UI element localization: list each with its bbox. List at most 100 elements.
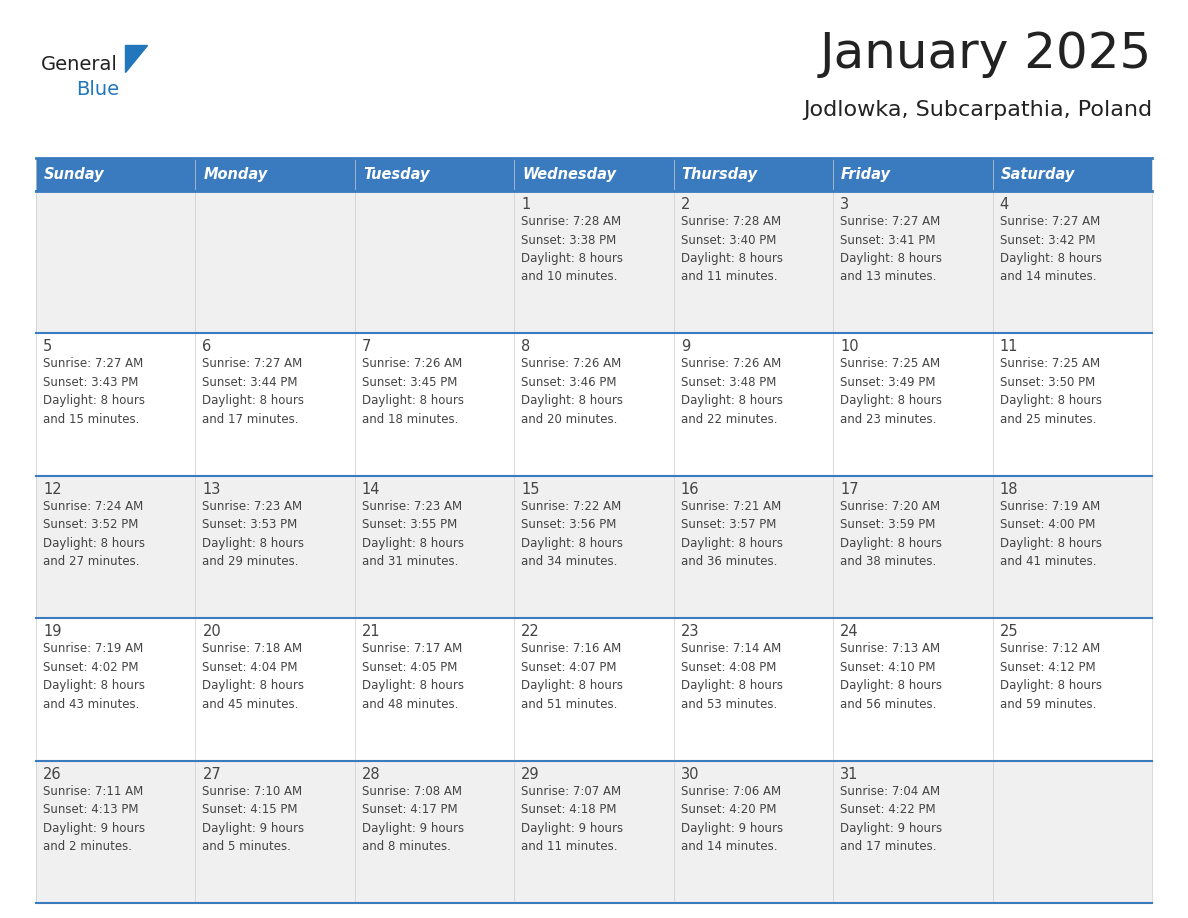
Text: 15: 15 — [522, 482, 539, 497]
Text: 25: 25 — [999, 624, 1018, 639]
Text: Sunrise: 7:14 AM
Sunset: 4:08 PM
Daylight: 8 hours
and 53 minutes.: Sunrise: 7:14 AM Sunset: 4:08 PM Dayligh… — [681, 643, 783, 711]
Text: Sunrise: 7:12 AM
Sunset: 4:12 PM
Daylight: 8 hours
and 59 minutes.: Sunrise: 7:12 AM Sunset: 4:12 PM Dayligh… — [999, 643, 1101, 711]
Bar — [36, 761, 196, 903]
Bar — [674, 476, 833, 618]
Bar — [514, 761, 674, 903]
Text: Sunrise: 7:04 AM
Sunset: 4:22 PM
Daylight: 9 hours
and 17 minutes.: Sunrise: 7:04 AM Sunset: 4:22 PM Dayligh… — [840, 785, 942, 853]
Text: Sunrise: 7:06 AM
Sunset: 4:20 PM
Daylight: 9 hours
and 14 minutes.: Sunrise: 7:06 AM Sunset: 4:20 PM Dayligh… — [681, 785, 783, 853]
Text: Friday: Friday — [841, 167, 891, 182]
Bar — [36, 158, 196, 191]
Text: Sunrise: 7:16 AM
Sunset: 4:07 PM
Daylight: 8 hours
and 51 minutes.: Sunrise: 7:16 AM Sunset: 4:07 PM Dayligh… — [522, 643, 624, 711]
Bar — [196, 191, 355, 333]
Text: 31: 31 — [840, 767, 859, 781]
Bar — [355, 333, 514, 476]
Text: Blue: Blue — [76, 80, 119, 99]
Bar — [992, 761, 1152, 903]
Text: 19: 19 — [43, 624, 62, 639]
Text: 23: 23 — [681, 624, 700, 639]
Text: Jodlowka, Subcarpathia, Poland: Jodlowka, Subcarpathia, Poland — [803, 100, 1152, 120]
Text: Sunrise: 7:27 AM
Sunset: 3:44 PM
Daylight: 8 hours
and 17 minutes.: Sunrise: 7:27 AM Sunset: 3:44 PM Dayligh… — [202, 357, 304, 426]
Bar — [674, 618, 833, 761]
Bar — [514, 191, 674, 333]
Text: Sunrise: 7:28 AM
Sunset: 3:38 PM
Daylight: 8 hours
and 10 minutes.: Sunrise: 7:28 AM Sunset: 3:38 PM Dayligh… — [522, 215, 624, 284]
Text: 12: 12 — [43, 482, 62, 497]
Text: 11: 11 — [999, 340, 1018, 354]
Text: 20: 20 — [202, 624, 221, 639]
Text: Sunrise: 7:26 AM
Sunset: 3:45 PM
Daylight: 8 hours
and 18 minutes.: Sunrise: 7:26 AM Sunset: 3:45 PM Dayligh… — [362, 357, 463, 426]
Bar — [674, 158, 833, 191]
Text: 7: 7 — [362, 340, 371, 354]
Text: Sunrise: 7:23 AM
Sunset: 3:55 PM
Daylight: 8 hours
and 31 minutes.: Sunrise: 7:23 AM Sunset: 3:55 PM Dayligh… — [362, 499, 463, 568]
Text: Sunrise: 7:26 AM
Sunset: 3:46 PM
Daylight: 8 hours
and 20 minutes.: Sunrise: 7:26 AM Sunset: 3:46 PM Dayligh… — [522, 357, 624, 426]
Bar — [833, 761, 992, 903]
Bar — [355, 476, 514, 618]
Bar — [833, 333, 992, 476]
Text: Sunrise: 7:28 AM
Sunset: 3:40 PM
Daylight: 8 hours
and 11 minutes.: Sunrise: 7:28 AM Sunset: 3:40 PM Dayligh… — [681, 215, 783, 284]
Bar — [355, 761, 514, 903]
Text: Sunrise: 7:25 AM
Sunset: 3:50 PM
Daylight: 8 hours
and 25 minutes.: Sunrise: 7:25 AM Sunset: 3:50 PM Dayligh… — [999, 357, 1101, 426]
Bar — [833, 476, 992, 618]
Text: Sunrise: 7:20 AM
Sunset: 3:59 PM
Daylight: 8 hours
and 38 minutes.: Sunrise: 7:20 AM Sunset: 3:59 PM Dayligh… — [840, 499, 942, 568]
Bar — [196, 158, 355, 191]
Text: Sunrise: 7:17 AM
Sunset: 4:05 PM
Daylight: 8 hours
and 48 minutes.: Sunrise: 7:17 AM Sunset: 4:05 PM Dayligh… — [362, 643, 463, 711]
Text: Sunrise: 7:11 AM
Sunset: 4:13 PM
Daylight: 9 hours
and 2 minutes.: Sunrise: 7:11 AM Sunset: 4:13 PM Dayligh… — [43, 785, 145, 853]
Bar — [674, 761, 833, 903]
Text: Thursday: Thursday — [682, 167, 758, 182]
Text: 29: 29 — [522, 767, 539, 781]
Bar — [355, 191, 514, 333]
Text: Sunrise: 7:13 AM
Sunset: 4:10 PM
Daylight: 8 hours
and 56 minutes.: Sunrise: 7:13 AM Sunset: 4:10 PM Dayligh… — [840, 643, 942, 711]
Text: 13: 13 — [202, 482, 221, 497]
Bar — [992, 618, 1152, 761]
Text: 10: 10 — [840, 340, 859, 354]
Bar — [674, 191, 833, 333]
Bar — [196, 618, 355, 761]
Bar — [514, 476, 674, 618]
Text: 4: 4 — [999, 197, 1009, 212]
Text: 6: 6 — [202, 340, 211, 354]
Text: Sunrise: 7:27 AM
Sunset: 3:41 PM
Daylight: 8 hours
and 13 minutes.: Sunrise: 7:27 AM Sunset: 3:41 PM Dayligh… — [840, 215, 942, 284]
Text: January 2025: January 2025 — [820, 30, 1152, 78]
Text: 14: 14 — [362, 482, 380, 497]
Bar — [833, 618, 992, 761]
Polygon shape — [125, 45, 147, 72]
Text: 28: 28 — [362, 767, 380, 781]
Bar — [514, 333, 674, 476]
Bar — [355, 618, 514, 761]
Text: Monday: Monday — [203, 167, 267, 182]
Text: 22: 22 — [522, 624, 541, 639]
Text: Sunrise: 7:27 AM
Sunset: 3:43 PM
Daylight: 8 hours
and 15 minutes.: Sunrise: 7:27 AM Sunset: 3:43 PM Dayligh… — [43, 357, 145, 426]
Text: Saturday: Saturday — [1000, 167, 1075, 182]
Text: Sunrise: 7:22 AM
Sunset: 3:56 PM
Daylight: 8 hours
and 34 minutes.: Sunrise: 7:22 AM Sunset: 3:56 PM Dayligh… — [522, 499, 624, 568]
Bar — [514, 158, 674, 191]
Text: Sunrise: 7:08 AM
Sunset: 4:17 PM
Daylight: 9 hours
and 8 minutes.: Sunrise: 7:08 AM Sunset: 4:17 PM Dayligh… — [362, 785, 465, 853]
Text: Sunrise: 7:10 AM
Sunset: 4:15 PM
Daylight: 9 hours
and 5 minutes.: Sunrise: 7:10 AM Sunset: 4:15 PM Dayligh… — [202, 785, 304, 853]
Text: Sunrise: 7:19 AM
Sunset: 4:00 PM
Daylight: 8 hours
and 41 minutes.: Sunrise: 7:19 AM Sunset: 4:00 PM Dayligh… — [999, 499, 1101, 568]
Text: Wednesday: Wednesday — [523, 167, 617, 182]
Text: Sunday: Sunday — [44, 167, 105, 182]
Text: 2: 2 — [681, 197, 690, 212]
Text: 1: 1 — [522, 197, 531, 212]
Text: Sunrise: 7:19 AM
Sunset: 4:02 PM
Daylight: 8 hours
and 43 minutes.: Sunrise: 7:19 AM Sunset: 4:02 PM Dayligh… — [43, 643, 145, 711]
Bar — [36, 333, 196, 476]
Text: Tuesday: Tuesday — [362, 167, 429, 182]
Bar — [196, 476, 355, 618]
Bar — [36, 476, 196, 618]
Text: Sunrise: 7:26 AM
Sunset: 3:48 PM
Daylight: 8 hours
and 22 minutes.: Sunrise: 7:26 AM Sunset: 3:48 PM Dayligh… — [681, 357, 783, 426]
Text: Sunrise: 7:18 AM
Sunset: 4:04 PM
Daylight: 8 hours
and 45 minutes.: Sunrise: 7:18 AM Sunset: 4:04 PM Dayligh… — [202, 643, 304, 711]
Bar — [355, 158, 514, 191]
Text: Sunrise: 7:25 AM
Sunset: 3:49 PM
Daylight: 8 hours
and 23 minutes.: Sunrise: 7:25 AM Sunset: 3:49 PM Dayligh… — [840, 357, 942, 426]
Text: Sunrise: 7:24 AM
Sunset: 3:52 PM
Daylight: 8 hours
and 27 minutes.: Sunrise: 7:24 AM Sunset: 3:52 PM Dayligh… — [43, 499, 145, 568]
Bar — [992, 333, 1152, 476]
Text: 3: 3 — [840, 197, 849, 212]
Text: General: General — [42, 55, 118, 74]
Text: 9: 9 — [681, 340, 690, 354]
Text: 30: 30 — [681, 767, 700, 781]
Bar — [833, 191, 992, 333]
Text: 16: 16 — [681, 482, 700, 497]
Text: Sunrise: 7:23 AM
Sunset: 3:53 PM
Daylight: 8 hours
and 29 minutes.: Sunrise: 7:23 AM Sunset: 3:53 PM Dayligh… — [202, 499, 304, 568]
Text: 5: 5 — [43, 340, 52, 354]
Bar — [992, 191, 1152, 333]
Bar — [514, 618, 674, 761]
Text: 24: 24 — [840, 624, 859, 639]
Text: 21: 21 — [362, 624, 380, 639]
